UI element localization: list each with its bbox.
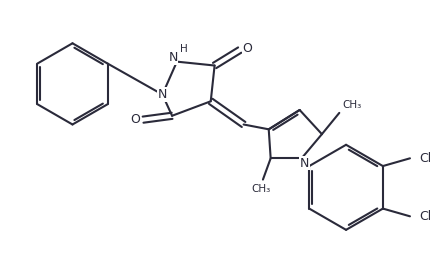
Text: O: O xyxy=(243,42,252,55)
Text: N: N xyxy=(300,157,309,170)
Text: CH₃: CH₃ xyxy=(252,184,270,194)
Text: H: H xyxy=(180,44,187,54)
Text: O: O xyxy=(130,113,140,126)
Text: CH₃: CH₃ xyxy=(342,100,362,110)
Text: N: N xyxy=(168,51,178,64)
Text: Cl: Cl xyxy=(420,210,430,223)
Text: Cl: Cl xyxy=(420,152,430,165)
Text: N: N xyxy=(158,88,167,101)
